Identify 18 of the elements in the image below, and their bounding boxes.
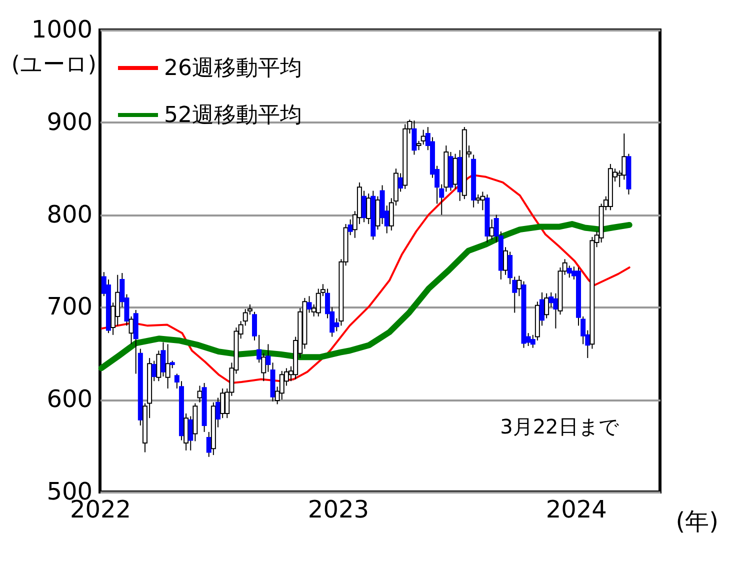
candlestick bbox=[197, 385, 202, 403]
candlestick bbox=[128, 316, 134, 345]
candlestick bbox=[476, 194, 481, 204]
y-tick-label: 800 bbox=[46, 200, 92, 228]
y-axis-title: (ユーロ) bbox=[11, 52, 96, 78]
x-tick-label: 2023 bbox=[308, 496, 369, 524]
legend-label: 26週移動平均 bbox=[164, 56, 302, 81]
annotation: 3月22日まで bbox=[500, 414, 620, 438]
candlestick bbox=[366, 193, 372, 225]
y-tick-label: 1000 bbox=[31, 16, 92, 44]
y-tick-label: 900 bbox=[46, 108, 92, 136]
x-tick-label: 2024 bbox=[546, 496, 607, 524]
x-axis-title: (年) bbox=[676, 508, 718, 536]
y-tick-label: 600 bbox=[46, 385, 92, 414]
candlestick bbox=[165, 344, 170, 390]
legend-label: 52週移動平均 bbox=[164, 103, 302, 128]
candlestick bbox=[489, 218, 494, 240]
y-tick-label: 700 bbox=[46, 292, 92, 321]
